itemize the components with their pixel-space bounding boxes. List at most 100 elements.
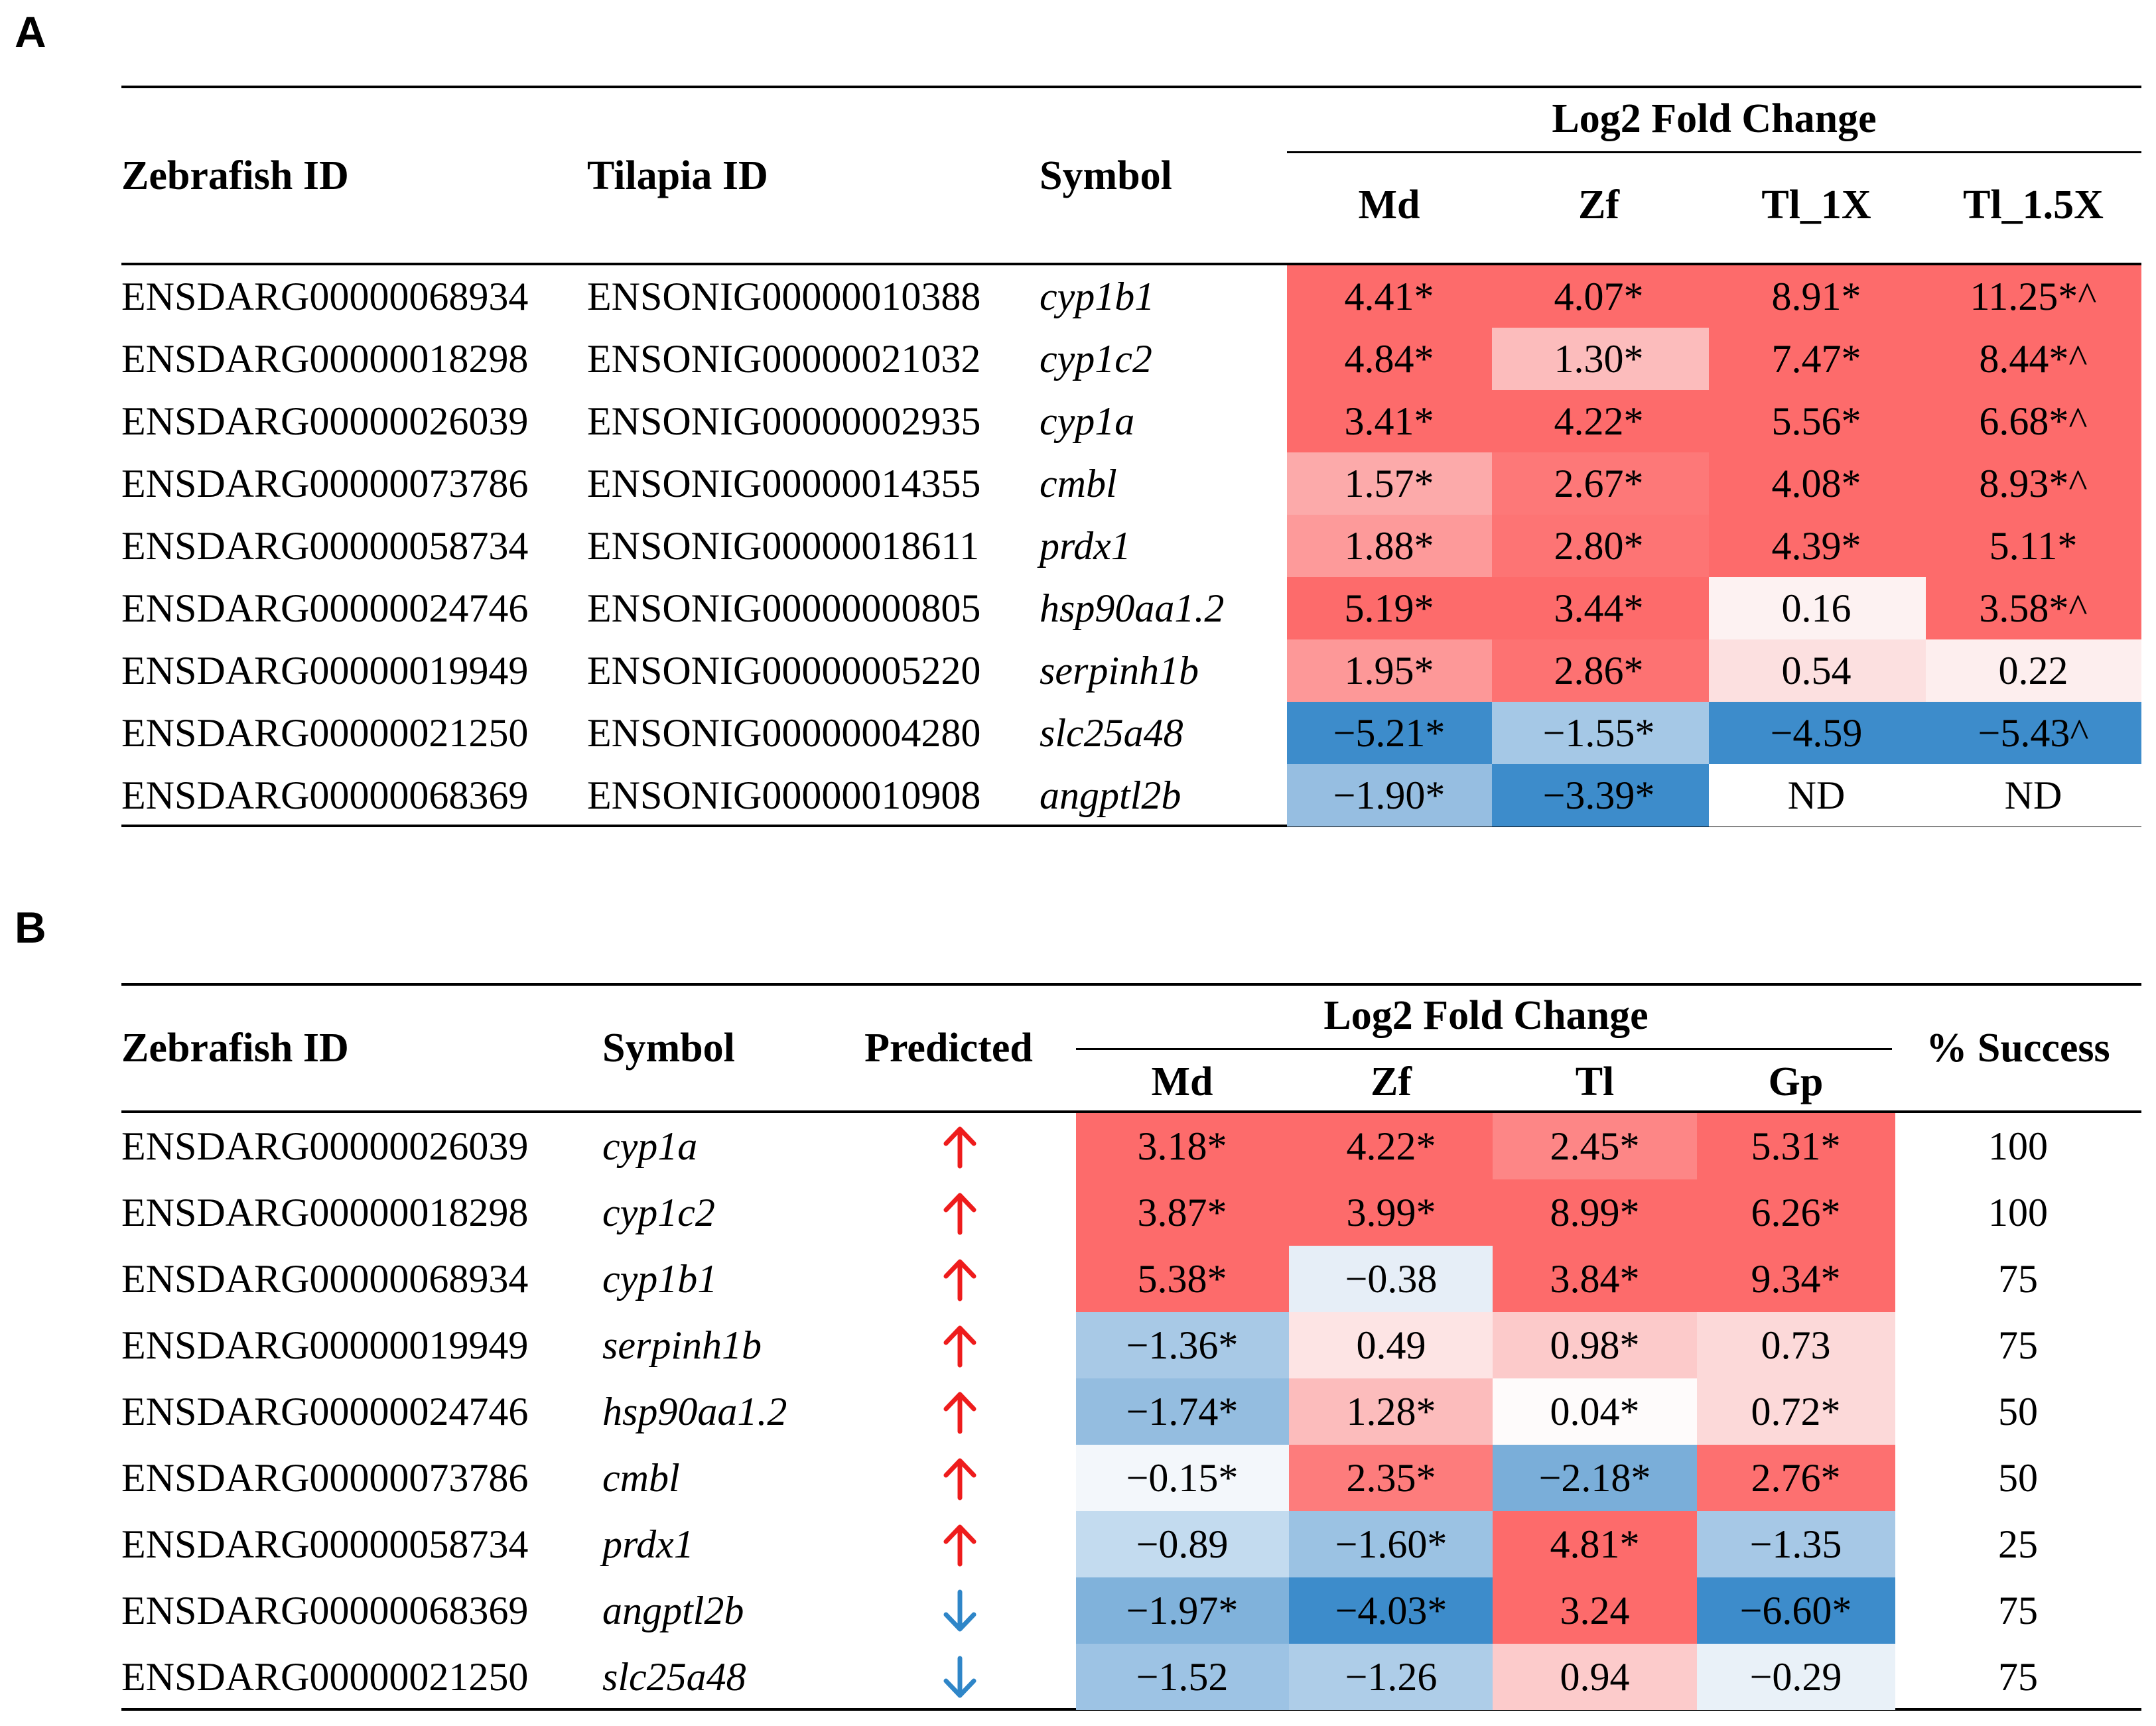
table-b-header-rule — [121, 1110, 2141, 1113]
heatmap-cell — [1926, 515, 2141, 577]
heatmap-cell — [1287, 328, 1492, 390]
zebrafish-id: ENSDARG00000024746 — [121, 1390, 529, 1433]
fold-change-value: 3.84* — [1550, 1257, 1640, 1301]
fold-change-value: ND — [1787, 773, 1846, 817]
table-a-header-symbol: Symbol — [1040, 153, 1172, 198]
heatmap-cell — [1492, 577, 1709, 639]
fold-change-value: 3.99* — [1346, 1191, 1436, 1234]
heatmap-cell — [1493, 1644, 1697, 1710]
zebrafish-id: ENSDARG00000026039 — [121, 399, 529, 443]
gene-symbol: angptl2b — [602, 1589, 744, 1632]
fold-change-value: 5.11* — [1989, 524, 2078, 568]
heatmap-cell — [1697, 1179, 1895, 1246]
fold-change-value: −1.36* — [1126, 1323, 1239, 1367]
heatmap-cell — [1697, 1113, 1895, 1179]
fold-change-value: 0.16 — [1781, 586, 1852, 630]
arrow-up-icon — [942, 1523, 978, 1567]
fold-change-value: 1.88* — [1344, 524, 1434, 568]
arrow-up-icon — [942, 1390, 978, 1434]
heatmap-cell — [1287, 639, 1492, 702]
success-value: 75 — [1998, 1655, 2038, 1699]
success-value: 25 — [1998, 1522, 2038, 1566]
fold-change-value: −1.60* — [1335, 1522, 1448, 1566]
success-value: 75 — [1998, 1589, 2038, 1632]
fold-change-value: −1.55* — [1542, 711, 1655, 755]
tilapia-id: ENSONIG00000005220 — [587, 649, 981, 693]
zebrafish-id: ENSDARG00000068934 — [121, 275, 529, 318]
heatmap-cell — [1076, 1113, 1289, 1179]
arrow-up-icon — [942, 1191, 978, 1235]
heatmap-cell — [1493, 1577, 1697, 1644]
gene-symbol: hsp90aa1.2 — [602, 1390, 787, 1433]
fold-change-value: 5.19* — [1344, 586, 1434, 630]
table-b-header-zf: Zf — [1371, 1059, 1412, 1104]
heatmap-cell — [1076, 1378, 1289, 1445]
heatmap-cell — [1076, 1246, 1289, 1312]
heatmap-cell — [1709, 764, 1926, 827]
table-b-header-success: % Success — [1926, 1026, 2110, 1071]
heatmap-cell — [1493, 1113, 1697, 1179]
fold-change-value: 0.73 — [1761, 1323, 1831, 1367]
fold-change-value: 8.93*^ — [1979, 462, 2088, 505]
heatmap-cell — [1289, 1179, 1493, 1246]
fold-change-value: −5.21* — [1333, 711, 1446, 755]
fold-change-value: 4.22* — [1346, 1124, 1436, 1168]
table-b-header-log2-fold-change: Log2 Fold Change — [1323, 993, 1649, 1038]
fold-change-value: 6.26* — [1751, 1191, 1841, 1234]
fold-change-value: 6.68*^ — [1979, 399, 2088, 443]
heatmap-cell — [1926, 265, 2141, 328]
fold-change-value: 0.94 — [1560, 1655, 1630, 1699]
fold-change-value: 0.98* — [1550, 1323, 1640, 1367]
table-b-header-tl: Tl — [1575, 1059, 1615, 1104]
fold-change-value: 5.38* — [1137, 1257, 1227, 1301]
heatmap-cell — [1076, 1577, 1289, 1644]
heatmap-cell — [1697, 1577, 1895, 1644]
fold-change-value: −1.26 — [1345, 1655, 1438, 1699]
heatmap-cell — [1697, 1312, 1895, 1378]
zebrafish-id: ENSDARG00000068369 — [121, 1589, 529, 1632]
heatmap-cell — [1697, 1644, 1895, 1710]
gene-symbol: prdx1 — [1040, 524, 1131, 568]
table-b-group-rule — [1076, 1048, 1892, 1050]
success-value: 50 — [1998, 1390, 2038, 1433]
heatmap-cell — [1492, 452, 1709, 515]
heatmap-cell — [1492, 515, 1709, 577]
fold-change-value: 8.91* — [1771, 275, 1861, 318]
gene-symbol: cyp1c2 — [602, 1191, 715, 1234]
table-b-header-zebrafish-id: Zebrafish ID — [121, 1026, 349, 1071]
heatmap-cell — [1289, 1312, 1493, 1378]
fold-change-value: −0.29 — [1749, 1655, 1842, 1699]
zebrafish-id: ENSDARG00000021250 — [121, 1655, 529, 1699]
fold-change-value: −0.15* — [1126, 1456, 1239, 1500]
heatmap-cell — [1493, 1179, 1697, 1246]
gene-symbol: slc25a48 — [1040, 711, 1183, 755]
zebrafish-id: ENSDARG00000026039 — [121, 1124, 529, 1168]
heatmap-cell — [1492, 328, 1709, 390]
table-a-header-zf: Zf — [1578, 182, 1619, 228]
heatmap-cell — [1709, 452, 1926, 515]
zebrafish-id: ENSDARG00000058734 — [121, 1522, 529, 1566]
heatmap-cell — [1697, 1511, 1895, 1577]
heatmap-cell — [1289, 1113, 1493, 1179]
table-a-header-tilapia-id: Tilapia ID — [587, 153, 768, 198]
fold-change-value: 1.57* — [1344, 462, 1434, 505]
success-value: 50 — [1998, 1456, 2038, 1500]
heatmap-cell — [1289, 1378, 1493, 1445]
tilapia-id: ENSONIG00000014355 — [587, 462, 981, 505]
fold-change-value: 4.07* — [1554, 275, 1644, 318]
fold-change-value: 3.18* — [1137, 1124, 1227, 1168]
arrow-down-icon — [942, 1589, 978, 1633]
table-b-header-predicted: Predicted — [864, 1026, 1033, 1071]
heatmap-cell — [1289, 1445, 1493, 1511]
zebrafish-id: ENSDARG00000018298 — [121, 337, 529, 381]
gene-symbol: cyp1a — [602, 1124, 698, 1168]
arrow-down-icon — [942, 1656, 978, 1699]
panel-b-label: B — [15, 903, 46, 952]
arrow-up-icon — [942, 1457, 978, 1500]
heatmap-cell — [1493, 1511, 1697, 1577]
gene-symbol: cmbl — [1040, 462, 1117, 505]
table-a-header-tl-1x: Tl_1X — [1761, 182, 1871, 228]
fold-change-value: 7.47* — [1771, 337, 1861, 381]
fold-change-value: −4.03* — [1335, 1589, 1448, 1632]
heatmap-cell — [1709, 577, 1926, 639]
